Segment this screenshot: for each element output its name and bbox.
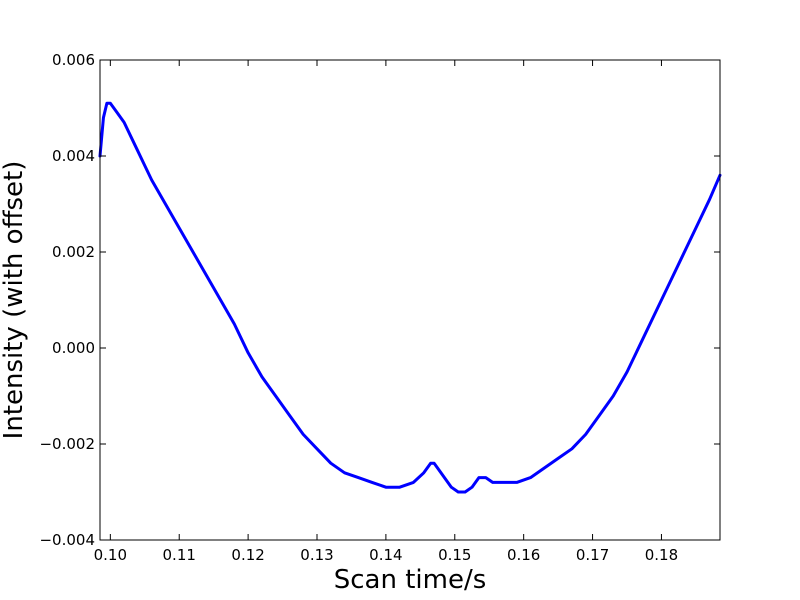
series-line-0: [98, 101, 722, 494]
plot-area: [100, 60, 720, 540]
y-axis-ticks: −0.004 −0.002 0.000 0.002 0.004 0.006: [39, 51, 720, 549]
x-tick-label-6: 0.16: [507, 546, 540, 564]
x-axis-ticks: 0.10 0.11 0.12 0.13 0.14 0.15 0.16 0.17 0.18: [94, 60, 678, 564]
x-tick-label-8: 0.18: [645, 546, 678, 564]
plot-frame: [99, 59, 721, 541]
x-tick-label-5: 0.15: [438, 546, 471, 564]
x-tick-label-0: 0.10: [94, 546, 127, 564]
x-tick-label-7: 0.17: [576, 546, 609, 564]
y-tick-label-4: 0.004: [52, 147, 95, 165]
x-axis-label: Scan time/s: [334, 565, 487, 595]
y-tick-label-0: −0.004: [39, 531, 95, 549]
series-layer: [98, 101, 722, 494]
x-tick-label-3: 0.13: [300, 546, 333, 564]
y-axis-label: Intensity (with offset): [0, 161, 29, 440]
x-tick-label-2: 0.12: [231, 546, 264, 564]
y-tick-label-3: 0.002: [52, 243, 95, 261]
x-tick-label-4: 0.14: [369, 546, 402, 564]
y-tick-label-5: 0.006: [52, 51, 95, 69]
x-tick-label-1: 0.11: [163, 546, 196, 564]
y-tick-label-2: 0.000: [52, 339, 95, 357]
y-tick-label-1: −0.002: [39, 435, 95, 453]
